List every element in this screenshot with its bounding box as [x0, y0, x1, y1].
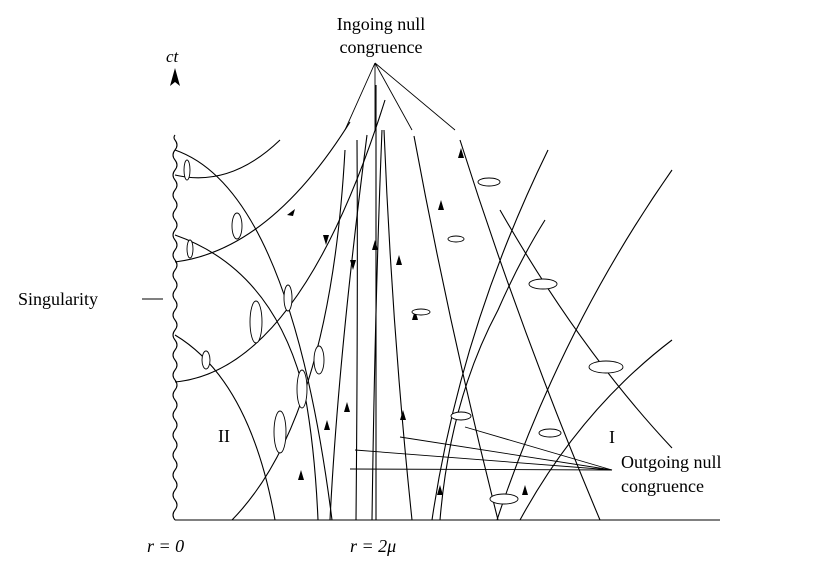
singularity-label: Singularity	[18, 289, 98, 309]
r-zero-label: r = 0	[147, 536, 184, 556]
light-cone	[477, 177, 501, 187]
ingoing-curve	[355, 139, 358, 521]
ingoing-curve	[174, 99, 386, 383]
light-cone	[489, 493, 519, 505]
text-labels: ct Ingoing null congruence Singularity I…	[18, 14, 722, 556]
ingoing-pointer	[344, 62, 376, 131]
ingoing-pointer	[374, 62, 413, 131]
ingoing-curve	[371, 129, 383, 521]
ingoing-curve	[174, 121, 351, 263]
light-cone	[538, 428, 562, 438]
null-curve	[413, 135, 499, 521]
arrow	[458, 148, 464, 158]
arrow	[522, 485, 528, 495]
null-curve	[383, 129, 413, 521]
arrow	[412, 310, 418, 320]
outgoing-label-line2: congruence	[621, 476, 704, 496]
arrow	[437, 485, 443, 495]
ingoing-label-line2: congruence	[340, 37, 423, 57]
light-cone	[183, 159, 191, 181]
arrow	[350, 260, 356, 270]
null-curve	[499, 209, 673, 449]
outgoing-pointer	[464, 426, 613, 471]
null-curve	[174, 334, 276, 521]
light-cone	[528, 278, 558, 290]
region-one-label: I	[609, 427, 615, 447]
light-cone	[313, 345, 325, 375]
light-cone	[450, 411, 472, 421]
light-cone	[296, 369, 308, 409]
ingoing-curve	[231, 149, 346, 521]
null-curve	[459, 139, 601, 521]
light-cone	[273, 410, 287, 454]
outgoing-label-line1: Outgoing null	[621, 452, 722, 472]
outgoing-pointer	[399, 436, 613, 471]
r-horizon-label: r = 2μ	[350, 536, 396, 556]
ingoing-curve	[174, 139, 281, 179]
light-cone	[249, 300, 263, 344]
ingoing-pointer	[374, 62, 456, 131]
arrow	[344, 402, 350, 412]
light-cone	[588, 360, 624, 374]
singularity-wavy-line	[172, 134, 178, 521]
direction-arrows	[287, 148, 528, 495]
arrow	[396, 255, 402, 265]
outgoing-curve	[439, 219, 546, 521]
light-cone	[283, 284, 293, 312]
null-curve	[174, 149, 333, 521]
outgoing-null-curves	[174, 129, 673, 521]
light-cone	[231, 212, 243, 240]
outgoing-pointer	[354, 449, 613, 471]
time-axis-label: ct	[166, 47, 180, 66]
arrow	[298, 470, 304, 480]
arrow	[324, 420, 330, 430]
time-axis-arrowhead	[170, 68, 180, 86]
outgoing-pointer	[349, 468, 613, 471]
arrow	[438, 200, 444, 210]
arrow	[323, 235, 329, 245]
light-cone	[186, 239, 194, 259]
light-cone	[201, 350, 211, 370]
light-cones	[183, 159, 624, 505]
arrow	[400, 410, 406, 420]
ingoing-curve	[329, 134, 368, 521]
ingoing-label-line1: Ingoing null	[337, 14, 426, 34]
arrow	[372, 240, 378, 250]
outgoing-curve	[519, 339, 673, 521]
region-two-label: II	[218, 426, 230, 446]
arrow	[287, 209, 295, 216]
outgoing-curve	[431, 149, 549, 521]
light-cone	[447, 235, 465, 243]
light-cone	[411, 308, 431, 316]
label-pointers	[344, 62, 613, 471]
